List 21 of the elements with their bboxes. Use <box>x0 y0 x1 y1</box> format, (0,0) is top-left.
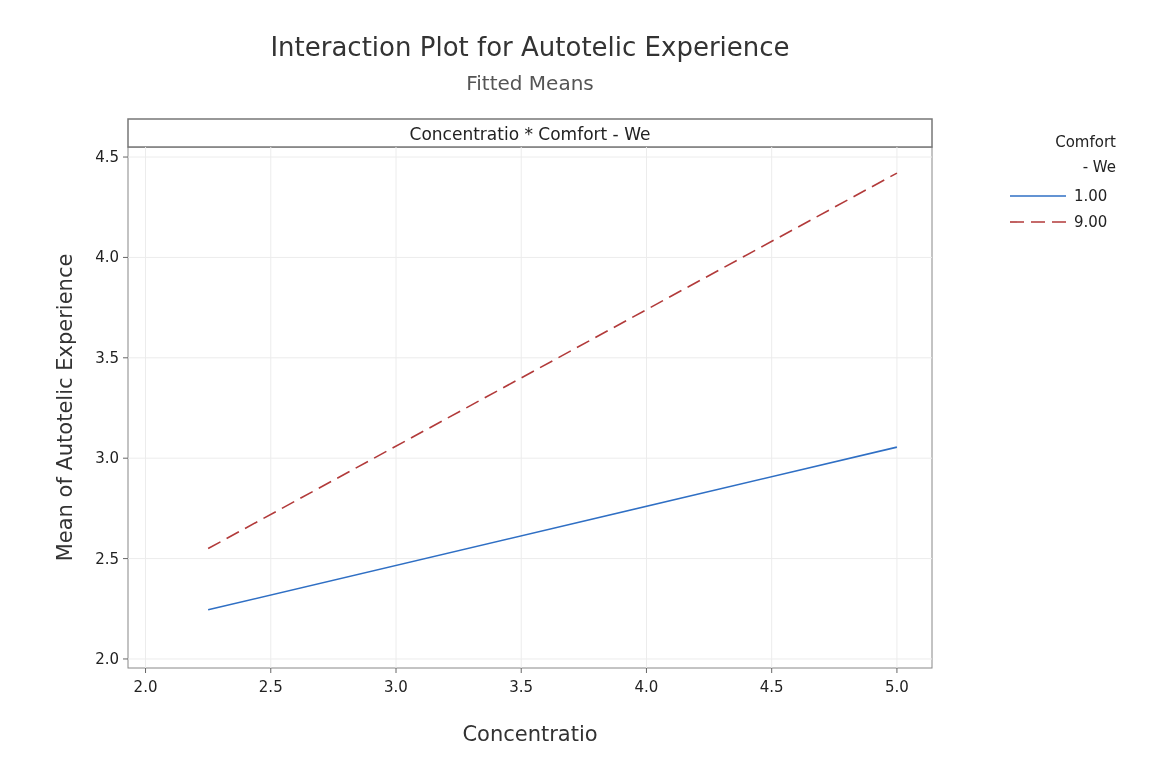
legend-title: Comfort - We <box>1055 133 1117 176</box>
legend-label: 1.00 <box>1074 187 1108 205</box>
y-tick-label: 4.0 <box>95 248 119 267</box>
y-tick-label: 2.5 <box>95 549 119 568</box>
y-tick-label: 4.5 <box>95 148 119 167</box>
chart-subtitle: Fitted Means <box>466 71 594 95</box>
chart-title: Interaction Plot for Autotelic Experience <box>270 32 790 62</box>
x-tick-label: 2.5 <box>258 678 283 696</box>
y-tick-label: 3.5 <box>95 348 119 367</box>
y-tick-label: 2.0 <box>95 649 119 668</box>
y-axis-title: Mean of Autotelic Experience <box>53 253 77 562</box>
x-axis-title: Concentratio <box>462 722 598 746</box>
x-tick-label: 4.0 <box>634 678 659 696</box>
y-tick-label: 3.0 <box>95 449 119 468</box>
legend-label: 9.00 <box>1074 213 1108 231</box>
x-tick-label: 3.0 <box>384 678 408 696</box>
x-tick-label: 2.0 <box>133 678 158 696</box>
x-tick-label: 4.5 <box>759 678 784 696</box>
x-tick-label: 5.0 <box>885 678 909 696</box>
text: Concentratio * Comfort - We <box>409 124 651 144</box>
x-tick-label: 3.5 <box>509 678 534 696</box>
